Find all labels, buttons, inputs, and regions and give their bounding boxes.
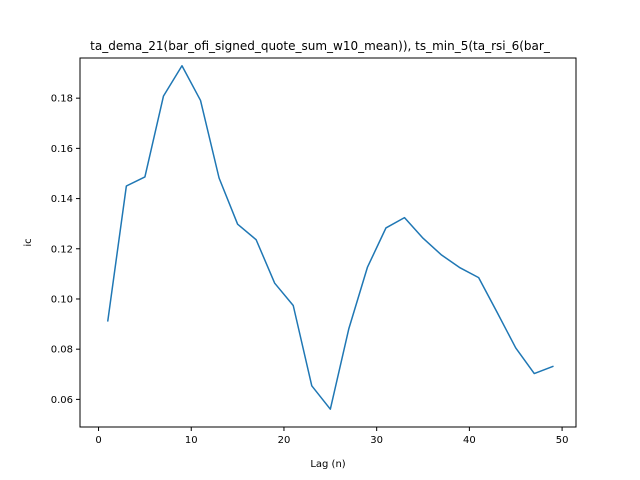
x-tick-label: 30 [370, 435, 383, 446]
x-tick-label: 0 [95, 435, 101, 446]
y-tick-label: 0.08 [51, 345, 73, 356]
series-layer [106, 65, 554, 410]
y-tick-label: 0.16 [51, 144, 73, 155]
series-line [106, 65, 554, 410]
x-axis-label: Lag (n) [310, 459, 345, 470]
y-tick-label: 0.06 [51, 395, 73, 406]
y-tick-label: 0.18 [51, 94, 73, 105]
x-tick-label: 10 [185, 435, 198, 446]
x-axis: 0 10 20 30 40 50 [95, 427, 568, 446]
plot-frame [79, 57, 577, 428]
y-axis: 0.06 0.08 0.10 0.12 0.14 0.16 0.18 [51, 94, 80, 406]
x-tick-label: 50 [556, 435, 569, 446]
x-tick-label: 20 [278, 435, 291, 446]
y-tick-label: 0.10 [51, 294, 73, 305]
y-tick-label: 0.14 [51, 194, 73, 205]
y-tick-label: 0.12 [51, 244, 73, 255]
chart-title: ta_dema_21(bar_ofi_signed_quote_sum_w10_… [90, 39, 551, 53]
x-tick-label: 40 [463, 435, 476, 446]
y-axis-label: ic [23, 238, 34, 246]
